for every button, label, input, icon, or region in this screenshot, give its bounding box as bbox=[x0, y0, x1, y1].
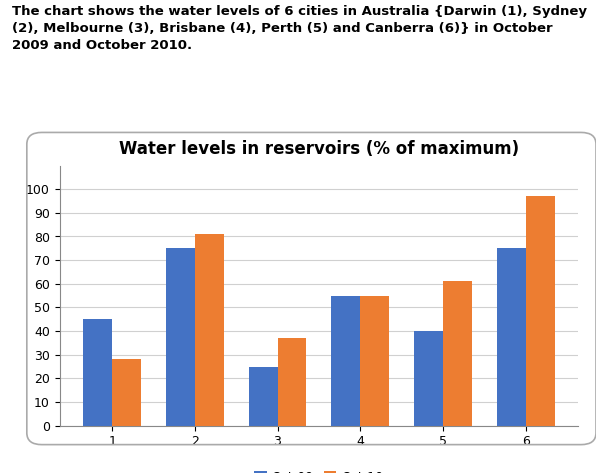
Bar bbox=[360, 296, 389, 426]
Bar bbox=[414, 331, 443, 426]
Bar bbox=[526, 196, 554, 426]
Bar bbox=[278, 338, 306, 426]
Bar bbox=[443, 281, 472, 426]
Bar bbox=[166, 248, 195, 426]
Bar bbox=[249, 367, 278, 426]
Bar bbox=[83, 319, 112, 426]
Text: The chart shows the water levels of 6 cities in Australia {Darwin (1), Sydney
(2: The chart shows the water levels of 6 ci… bbox=[12, 5, 587, 52]
Bar bbox=[496, 248, 526, 426]
Legend: Oct-09, Oct-10: Oct-09, Oct-10 bbox=[249, 466, 389, 473]
Title: Water levels in reservoirs (% of maximum): Water levels in reservoirs (% of maximum… bbox=[119, 140, 519, 158]
Bar bbox=[195, 234, 224, 426]
Bar bbox=[112, 359, 141, 426]
Bar bbox=[331, 296, 360, 426]
